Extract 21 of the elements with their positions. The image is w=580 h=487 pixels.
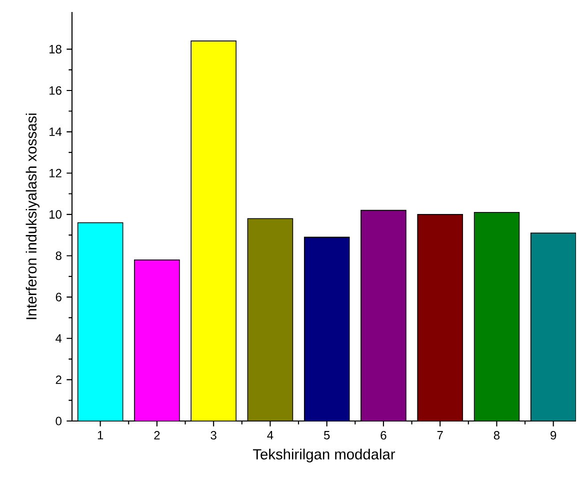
y-tick-label: 16 [50, 86, 62, 95]
y-tick-label: 4 [56, 334, 62, 343]
x-axis-title: Tekshirilgan moddalar [253, 448, 396, 462]
y-tick-label: 2 [56, 375, 62, 384]
y-tick-label: 6 [56, 292, 62, 302]
x-tick-label: 4 [267, 431, 274, 440]
y-axis-title: Interferon induksiyalash xossasi [26, 114, 40, 320]
x-tick-label: 9 [550, 431, 556, 440]
x-tick-label: 7 [437, 431, 443, 440]
x-tick-label: 1 [98, 431, 104, 440]
y-tick-label: 0 [56, 416, 62, 426]
x-tick-label: 3 [210, 431, 216, 440]
x-tick-label: 8 [494, 431, 500, 440]
y-tick-label: 14 [50, 128, 62, 136]
y-tick-label: 8 [56, 251, 62, 260]
x-tick-label: 5 [324, 431, 330, 440]
y-tick-label: 12 [50, 168, 62, 178]
x-tick-label: 6 [380, 431, 386, 440]
y-tick-label: 10 [50, 210, 62, 219]
y-tick-label: 18 [50, 44, 62, 54]
x-tick-label: 2 [154, 431, 160, 440]
